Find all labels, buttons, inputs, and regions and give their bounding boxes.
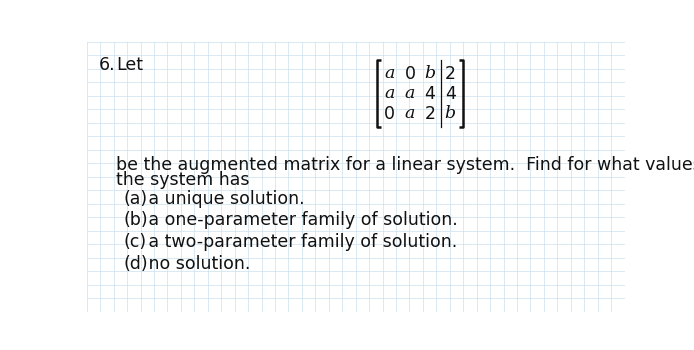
Text: 4: 4: [445, 85, 456, 103]
Text: the system has: the system has: [116, 172, 250, 189]
Text: (d): (d): [124, 254, 149, 273]
Text: no solution.: no solution.: [142, 254, 250, 273]
Text: a: a: [405, 85, 415, 102]
Text: a two-parameter family of solution.: a two-parameter family of solution.: [142, 233, 457, 251]
Text: 6.: 6.: [99, 56, 115, 74]
Text: 4: 4: [425, 85, 436, 103]
Text: 0: 0: [384, 105, 396, 122]
Text: a: a: [405, 105, 415, 122]
Text: a one-parameter family of solution.: a one-parameter family of solution.: [142, 211, 457, 229]
Text: a unique solution.: a unique solution.: [142, 190, 304, 208]
Text: Let: Let: [116, 56, 143, 74]
Text: b: b: [425, 65, 436, 82]
Text: a: a: [384, 65, 395, 82]
Text: a: a: [384, 85, 395, 102]
Text: (a): (a): [124, 190, 148, 208]
Text: 2: 2: [425, 105, 436, 122]
Text: b: b: [445, 105, 456, 122]
Text: (b): (b): [124, 211, 149, 229]
Text: 2: 2: [445, 64, 456, 83]
Text: be the augmented matrix for a linear system.  Find for what values of: be the augmented matrix for a linear sys…: [116, 156, 694, 174]
Text: (c): (c): [124, 233, 147, 251]
Text: 0: 0: [405, 64, 416, 83]
